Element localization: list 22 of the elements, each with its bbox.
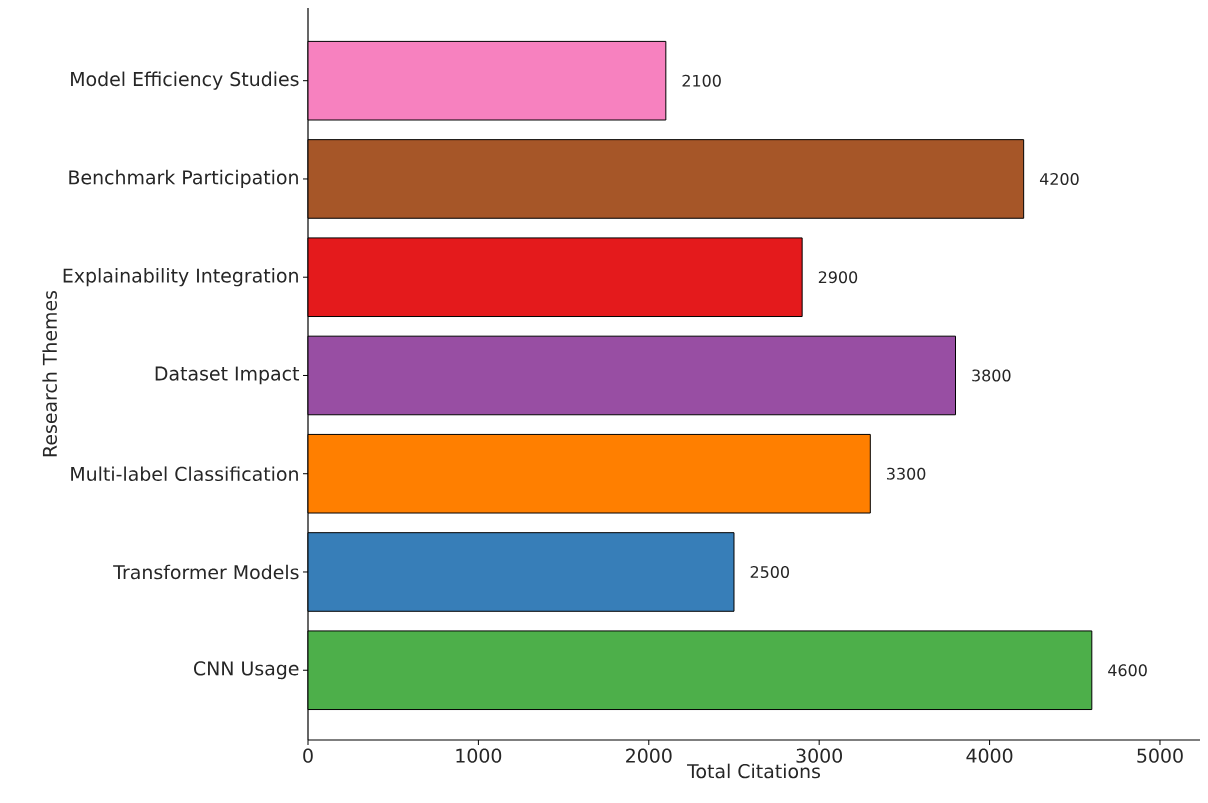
x-tick-label: 2000 <box>626 748 672 763</box>
y-tick-label: Dataset Impact <box>155 366 300 385</box>
data-label: 4600 <box>1108 664 1147 677</box>
x-tick-label: 1000 <box>456 748 502 763</box>
data-label: 2500 <box>750 565 789 578</box>
y-tick-label: Multi-label Classification <box>71 466 298 482</box>
y-tick-label: Explainability Integration <box>63 268 298 287</box>
y-tick-label: CNN Usage <box>194 661 299 680</box>
x-tick-label: 0 <box>303 748 313 763</box>
data-label: 3300 <box>887 467 926 480</box>
x-axis-title: Total Citations <box>687 763 821 779</box>
y-tick-label: Benchmark Participation <box>69 169 298 189</box>
data-label: 2100 <box>682 74 721 87</box>
x-tick-label: 4000 <box>966 748 1013 763</box>
y-tick-label: Model Efficiency Studies <box>71 71 299 90</box>
data-label: 2900 <box>818 271 858 284</box>
data-label: 3800 <box>972 369 1011 382</box>
x-tick-label: 5000 <box>1137 748 1183 763</box>
y-axis-title: Research Themes <box>42 290 58 457</box>
x-tick-label: 3000 <box>796 748 842 763</box>
y-tick-label: Transformer Models <box>113 564 299 580</box>
data-label: 4200 <box>1039 172 1079 185</box>
